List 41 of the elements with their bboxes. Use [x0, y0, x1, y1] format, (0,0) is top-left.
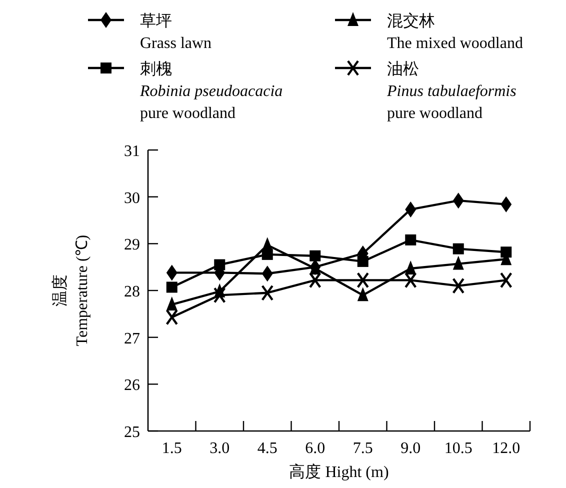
- point: [262, 248, 273, 260]
- y-tick-label: 28: [124, 284, 140, 300]
- point: [500, 272, 512, 288]
- legend-label: 刺槐 Robinia pseudoacacia pure woodland: [139, 60, 283, 122]
- x-tick-label: 9.0: [400, 440, 421, 457]
- point: [356, 272, 369, 288]
- point: [214, 287, 226, 304]
- point: [404, 272, 417, 288]
- point: [214, 259, 226, 270]
- x-tick-label: 7.5: [352, 440, 373, 457]
- x-tick-label: 3.0: [210, 440, 230, 457]
- point: [166, 309, 178, 326]
- y-axis-title: 温度 Temperature (℃): [51, 234, 91, 346]
- point: [261, 284, 274, 301]
- y-tick-label: 27: [124, 330, 140, 348]
- x-tick-label: 10.5: [444, 440, 472, 457]
- point: [452, 278, 464, 294]
- x-tick-label: 12.0: [492, 440, 520, 457]
- y-tick-label: 31: [124, 143, 140, 160]
- point: [500, 246, 512, 258]
- point: [310, 250, 321, 262]
- point: [309, 272, 322, 288]
- point: [452, 243, 464, 254]
- y-tick-label: 30: [124, 190, 140, 207]
- point: [166, 282, 178, 293]
- y-tick-label: 29: [124, 236, 140, 254]
- legend-label: 草坪 Grass lawn: [140, 12, 212, 52]
- point: [405, 260, 416, 274]
- legend-label: 混交林 The mixed woodland: [387, 12, 523, 52]
- x-tick-label: 6.0: [305, 440, 326, 457]
- point: [452, 256, 464, 270]
- point: [405, 234, 416, 246]
- x-tick-label: 1.5: [162, 440, 182, 457]
- y-tick-label: 26: [124, 377, 140, 394]
- point: [357, 287, 368, 302]
- legend-label: 油松 Pinus tabulaeformis pure woodland: [386, 60, 516, 122]
- x-axis-title: 高度 Hight (m): [289, 463, 389, 481]
- point: [166, 296, 178, 311]
- y-tick-label: 25: [124, 424, 140, 441]
- point: [357, 256, 368, 267]
- x-tick-label: 4.5: [257, 440, 278, 457]
